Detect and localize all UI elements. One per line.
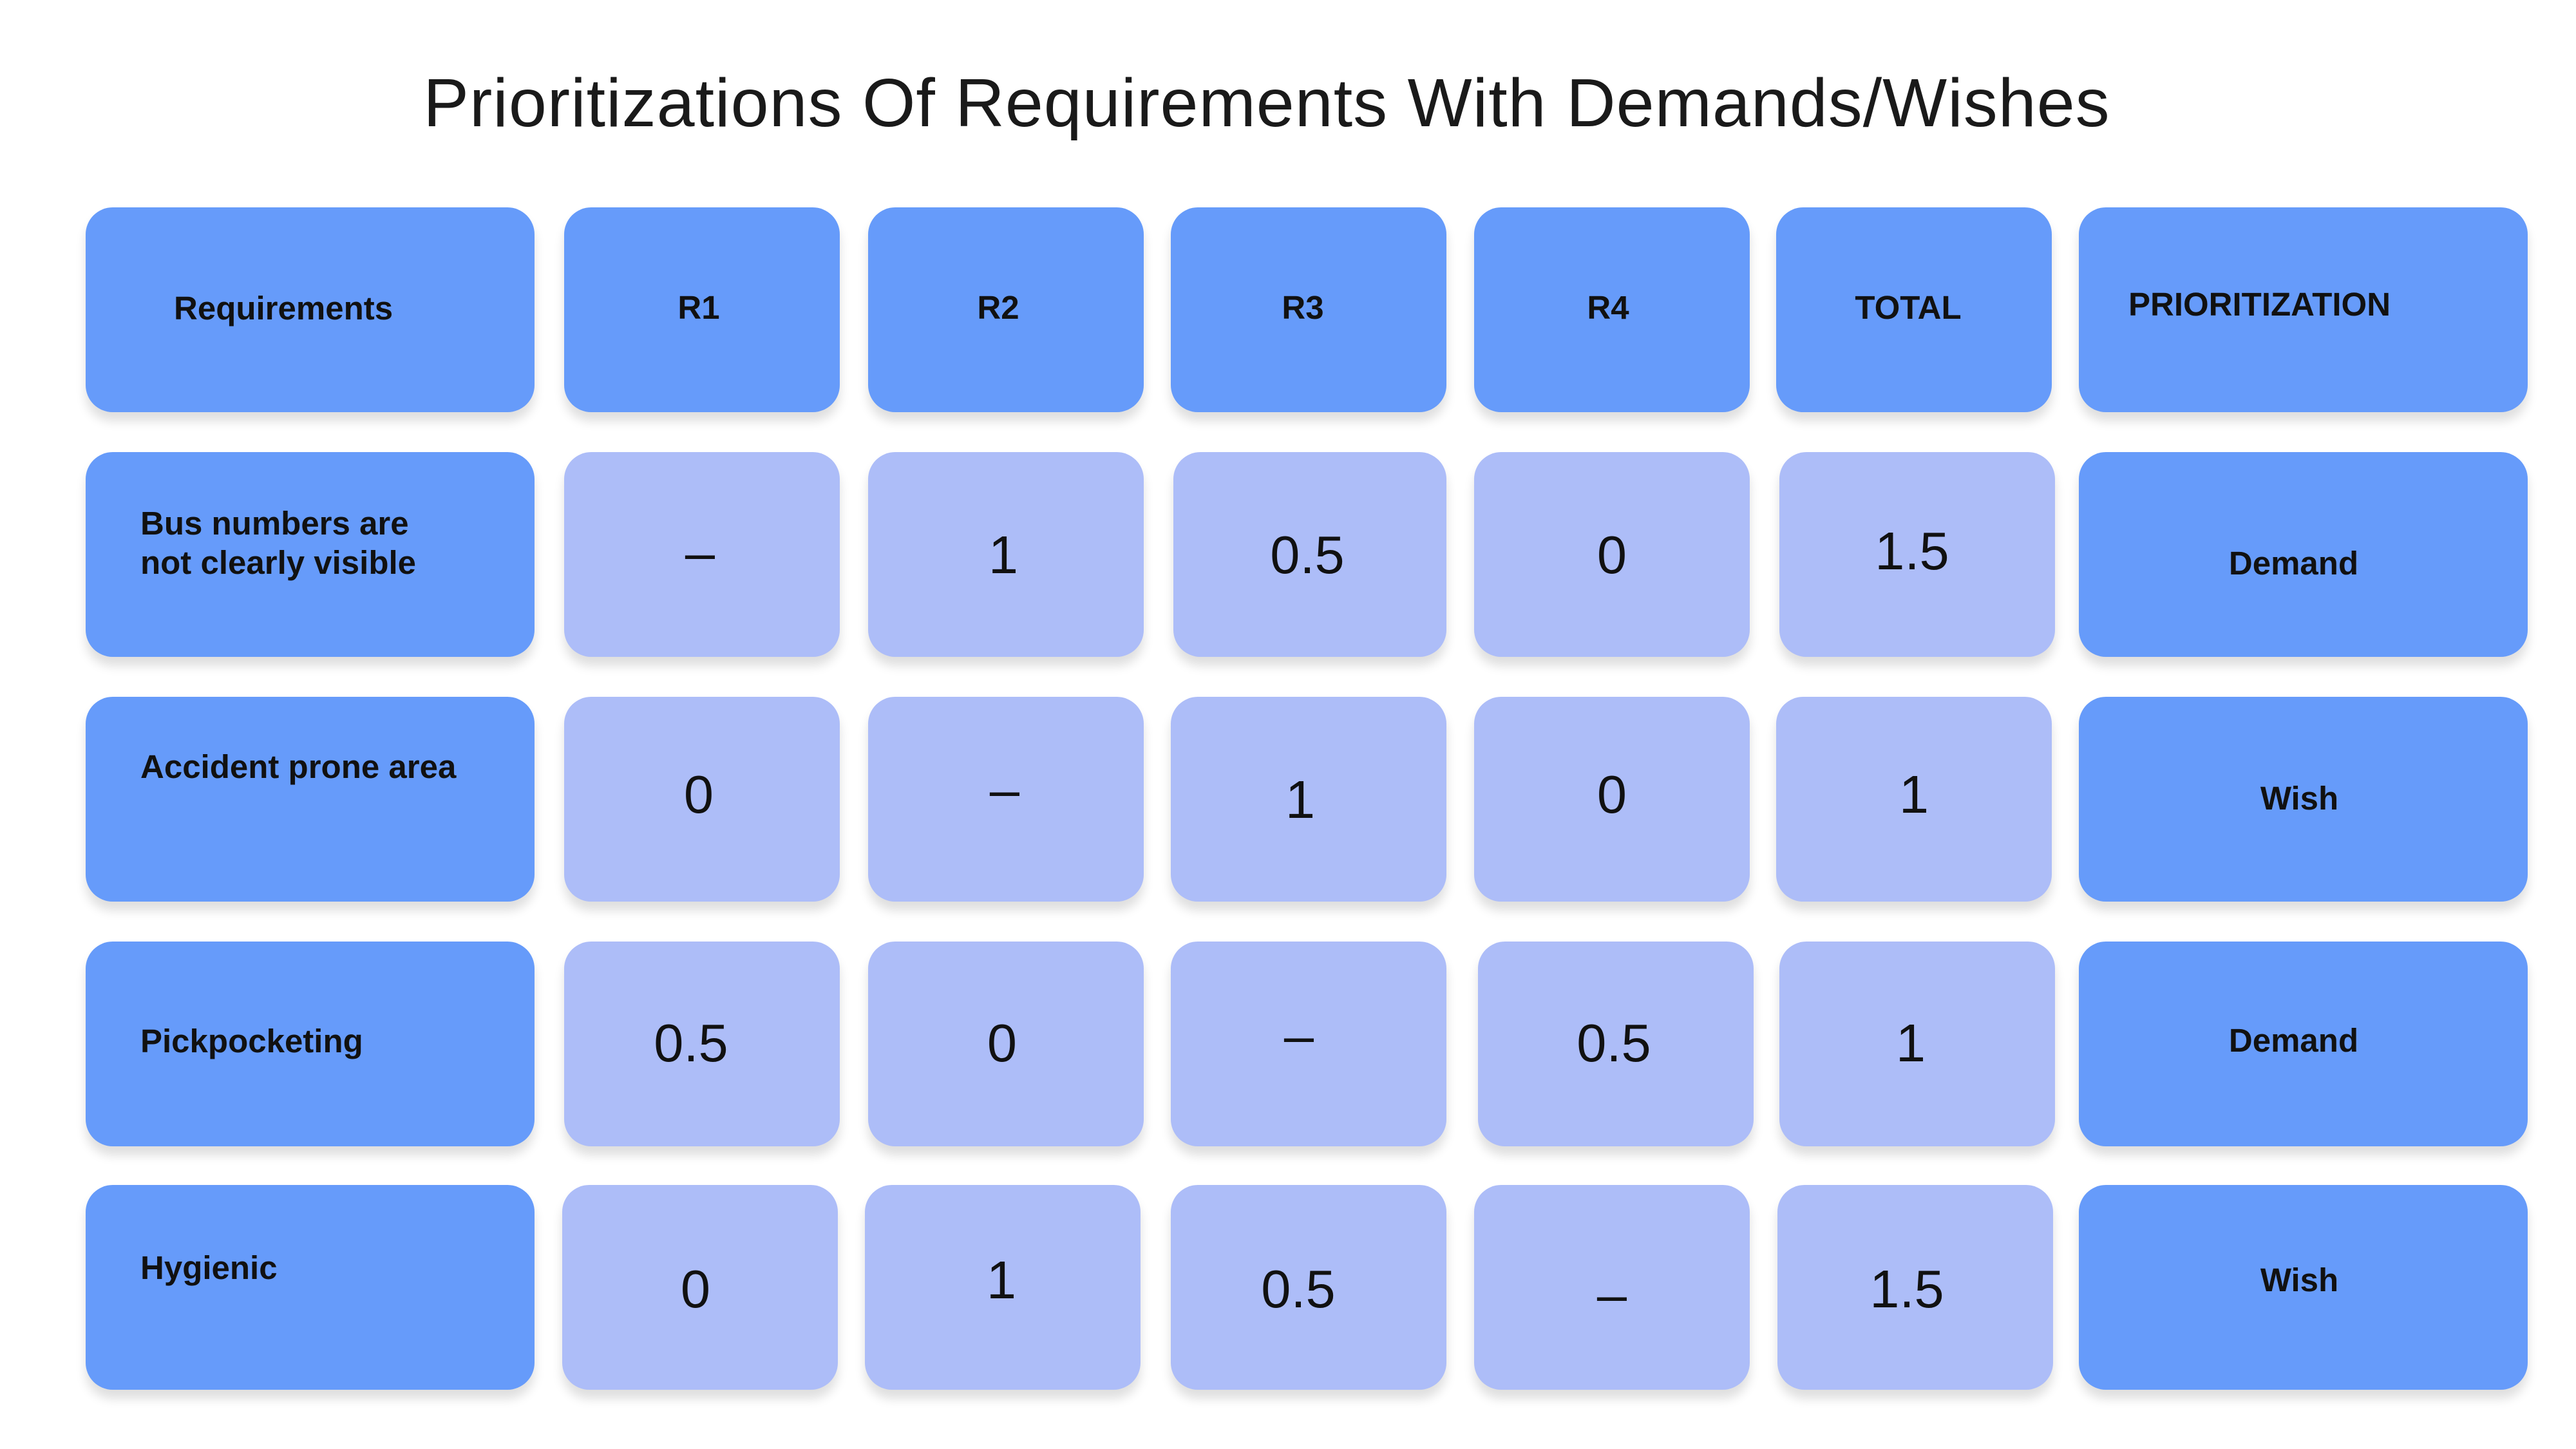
value-total: 1: [1895, 1013, 1926, 1073]
header-prioritization: PRIORITIZATION: [2079, 207, 2528, 412]
value-cell-r2: 1: [868, 452, 1144, 657]
prioritization-value: Wish: [2260, 1262, 2339, 1298]
prioritization-value: Demand: [2228, 545, 2359, 582]
value-cell-r3: 0.5: [1171, 1185, 1446, 1390]
header-r3-label: R3: [1282, 289, 1324, 326]
value-cell-total: 1.5: [1777, 1185, 2053, 1390]
value-r3: 1: [1285, 770, 1316, 829]
requirement-cell: Bus numbers are not clearly visible: [86, 452, 535, 657]
value-cell-r1: –: [564, 452, 840, 657]
value-cell-r2: 1: [865, 1185, 1141, 1390]
value-r3: –: [1283, 1005, 1314, 1065]
value-cell-r3: 0.5: [1173, 452, 1446, 657]
value-total: 1: [1899, 764, 1929, 824]
value-cell-total: 1: [1779, 942, 2055, 1146]
value-r4: 0.5: [1577, 1013, 1651, 1073]
value-cell-r4: 0.5: [1478, 942, 1754, 1146]
value-cell-r3: 1: [1171, 697, 1446, 902]
value-r2: 1: [986, 1250, 1017, 1310]
header-r1: R1: [564, 207, 840, 412]
value-cell-total: 1: [1776, 697, 2052, 902]
value-r4: –: [1596, 1264, 1627, 1324]
value-cell-r3: –: [1171, 942, 1446, 1146]
value-cell-r2: –: [868, 697, 1144, 902]
header-r1-label: R1: [677, 289, 720, 326]
value-total: 1.5: [1875, 521, 1949, 581]
prioritization-cell: Wish: [2079, 697, 2528, 902]
header-total: TOTAL: [1776, 207, 2052, 412]
header-r2-label: R2: [977, 289, 1019, 326]
header-r2: R2: [868, 207, 1144, 412]
value-r3: 0.5: [1270, 525, 1345, 585]
requirement-label: not clearly visible: [140, 544, 417, 581]
header-r4-label: R4: [1587, 289, 1629, 326]
value-cell-r2: 0: [868, 942, 1144, 1146]
prioritization-cell: Wish: [2079, 1185, 2528, 1390]
value-r2: –: [989, 759, 1020, 819]
page-title: Prioritizations Of Requirements With Dem…: [423, 65, 2110, 141]
value-cell-r1: 0: [562, 1185, 838, 1390]
value-cell-r1: 0: [564, 697, 840, 902]
value-cell-r4: 0: [1474, 697, 1750, 902]
header-r4: R4: [1474, 207, 1750, 412]
header-prioritization-label: PRIORITIZATION: [2128, 286, 2391, 323]
header-requirements-label: Requirements: [174, 290, 393, 327]
value-total: 1.5: [1870, 1259, 1944, 1319]
header-requirements: Requirements: [86, 207, 535, 412]
value-r4: 0: [1596, 525, 1627, 585]
requirement-cell: Pickpocketing: [86, 942, 535, 1146]
value-r3: 0.5: [1261, 1259, 1336, 1319]
header-r3: R3: [1171, 207, 1446, 412]
prioritization-cell: Demand: [2079, 942, 2528, 1146]
requirement-label: Accident prone area: [140, 748, 457, 785]
prioritization-value: Wish: [2260, 780, 2339, 817]
prioritization-value: Demand: [2228, 1022, 2359, 1059]
value-cell-r4: –: [1474, 1185, 1750, 1390]
value-r2: 0: [987, 1013, 1018, 1073]
value-r1: 0: [680, 1259, 711, 1319]
requirement-cell: Accident prone area: [86, 697, 535, 902]
value-cell-total: 1.5: [1779, 452, 2055, 657]
value-r1: –: [685, 522, 715, 582]
requirement-cell: Hygienic: [86, 1185, 535, 1390]
value-r4: 0: [1596, 764, 1627, 824]
value-r2: 1: [988, 525, 1019, 585]
header-total-label: TOTAL: [1855, 289, 1962, 326]
value-cell-r4: 0: [1474, 452, 1750, 657]
requirement-label: Bus numbers are: [140, 505, 409, 542]
prioritization-cell: Demand: [2079, 452, 2528, 657]
value-r1: 0.5: [654, 1013, 728, 1073]
requirement-label: Hygienic: [140, 1249, 278, 1286]
requirement-label: Pickpocketing: [140, 1023, 363, 1059]
value-cell-r1: 0.5: [564, 942, 840, 1146]
value-r1: 0: [683, 764, 714, 824]
